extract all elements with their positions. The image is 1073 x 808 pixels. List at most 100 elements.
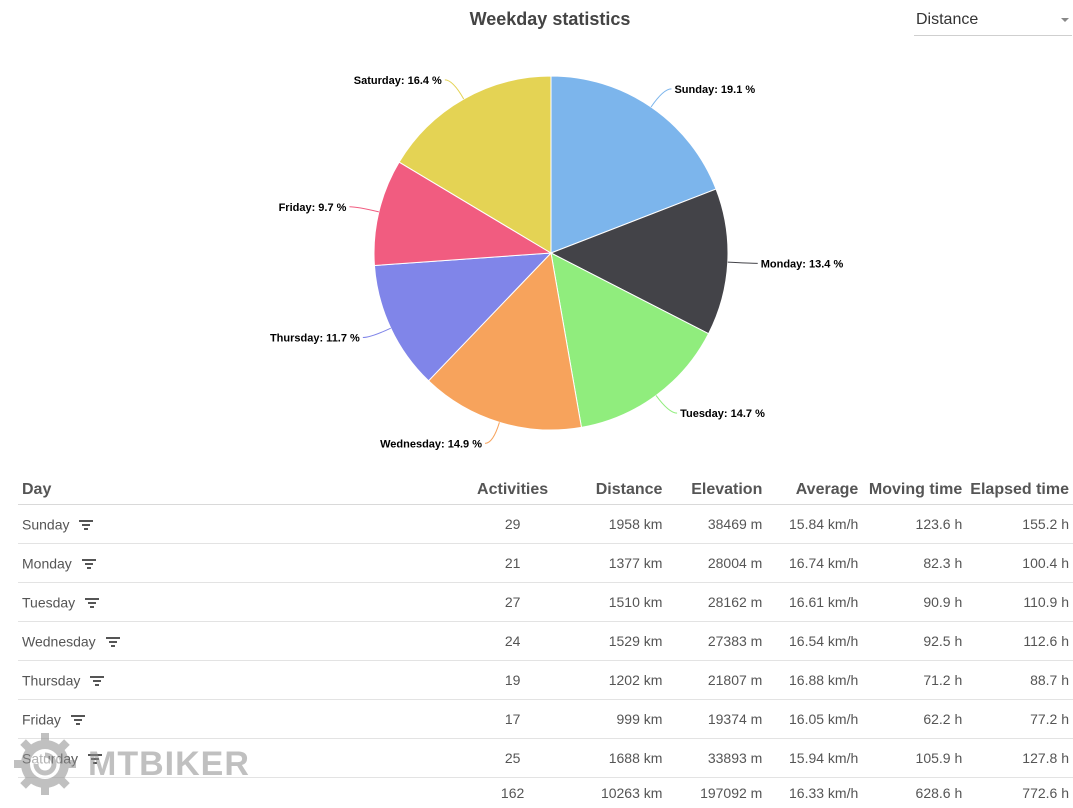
elapsed-time-cell: 100.4 h: [966, 544, 1073, 583]
elevation-cell: 27383 m: [666, 622, 766, 661]
weekday-pie-chart: Sunday: 19.1 % Monday: 13.4 % Tuesday: 14.…: [0, 0, 1073, 470]
average-cell: 16.88 km/h: [766, 661, 862, 700]
pie-connector-tuesday: [656, 395, 677, 413]
totals-elevation: 197092 m: [666, 778, 766, 808]
pie-label-friday: Friday: 9.7 %: [279, 202, 347, 214]
average-cell: 15.84 km/h: [766, 505, 862, 544]
pie-label-monday: Monday: 13.4 %: [761, 258, 844, 270]
average-cell: 16.61 km/h: [766, 583, 862, 622]
elevation-cell: 28004 m: [666, 544, 766, 583]
activities-cell: 29: [467, 505, 559, 544]
activities-cell: 25: [467, 739, 559, 778]
totals-elapsed-time: 772.6 h: [966, 778, 1073, 808]
header-moving-time[interactable]: Moving time: [862, 476, 966, 505]
table-header-row: Day Activities Distance Elevation Averag…: [18, 476, 1073, 505]
filter-icon[interactable]: [82, 558, 96, 570]
elapsed-time-cell: 127.8 h: [966, 739, 1073, 778]
day-label: Friday: [22, 712, 61, 728]
elapsed-time-cell: 77.2 h: [966, 700, 1073, 739]
day-cell: Thursday: [18, 661, 467, 700]
distance-cell: 1958 km: [559, 505, 667, 544]
day-label: Thursday: [22, 673, 80, 689]
distance-cell: 1688 km: [559, 739, 667, 778]
header-elevation[interactable]: Elevation: [666, 476, 766, 505]
totals-average: 16.33 km/h: [766, 778, 862, 808]
header-elapsed-time[interactable]: Elapsed time: [966, 476, 1073, 505]
pie-connector-friday: [349, 207, 378, 212]
moving-time-cell: 62.2 h: [862, 700, 966, 739]
day-cell: Monday: [18, 544, 467, 583]
elevation-cell: 19374 m: [666, 700, 766, 739]
distance-cell: 999 km: [559, 700, 667, 739]
header-activities[interactable]: Activities: [467, 476, 559, 505]
moving-time-cell: 123.6 h: [862, 505, 966, 544]
activities-cell: 17: [467, 700, 559, 739]
pie-label-tuesday: Tuesday: 14.7 %: [680, 408, 765, 420]
totals-moving-time: 628.6 h: [862, 778, 966, 808]
pie-connector-sunday: [651, 89, 671, 107]
totals-activities: 162: [467, 778, 559, 808]
day-label: Saturday: [22, 751, 78, 767]
activities-cell: 24: [467, 622, 559, 661]
filter-icon[interactable]: [71, 714, 85, 726]
distance-cell: 1510 km: [559, 583, 667, 622]
average-cell: 15.94 km/h: [766, 739, 862, 778]
activities-cell: 21: [467, 544, 559, 583]
elapsed-time-cell: 88.7 h: [966, 661, 1073, 700]
distance-cell: 1529 km: [559, 622, 667, 661]
table-totals-row: 162 10263 km 197092 m 16.33 km/h 628.6 h…: [18, 778, 1073, 808]
pie-connector-monday: [728, 262, 758, 263]
day-label: Monday: [22, 556, 72, 572]
average-cell: 16.05 km/h: [766, 700, 862, 739]
average-cell: 16.54 km/h: [766, 622, 862, 661]
distance-cell: 1202 km: [559, 661, 667, 700]
weekday-stats-table: Day Activities Distance Elevation Averag…: [18, 476, 1073, 808]
activities-cell: 27: [467, 583, 559, 622]
moving-time-cell: 82.3 h: [862, 544, 966, 583]
day-cell: Tuesday: [18, 583, 467, 622]
filter-icon[interactable]: [90, 675, 104, 687]
elevation-cell: 38469 m: [666, 505, 766, 544]
elevation-cell: 21807 m: [666, 661, 766, 700]
header-distance[interactable]: Distance: [559, 476, 667, 505]
header-day[interactable]: Day: [18, 476, 467, 505]
moving-time-cell: 92.5 h: [862, 622, 966, 661]
activities-cell: 19: [467, 661, 559, 700]
pie-label-wednesday: Wednesday: 14.9 %: [380, 438, 482, 450]
day-cell: Wednesday: [18, 622, 467, 661]
pie-label-saturday: Saturday: 16.4 %: [354, 75, 442, 87]
elevation-cell: 28162 m: [666, 583, 766, 622]
moving-time-cell: 71.2 h: [862, 661, 966, 700]
pie-connector-wednesday: [485, 422, 499, 443]
day-cell: Saturday: [18, 739, 467, 778]
header-average[interactable]: Average: [766, 476, 862, 505]
pie-connector-saturday: [445, 80, 464, 99]
totals-distance: 10263 km: [559, 778, 667, 808]
filter-icon[interactable]: [79, 519, 93, 531]
moving-time-cell: 90.9 h: [862, 583, 966, 622]
pie-label-sunday: Sunday: 19.1 %: [674, 84, 755, 96]
day-label: Sunday: [22, 517, 69, 533]
elapsed-time-cell: 110.9 h: [966, 583, 1073, 622]
elevation-cell: 33893 m: [666, 739, 766, 778]
day-cell: Sunday: [18, 505, 467, 544]
day-label: Wednesday: [22, 634, 96, 650]
average-cell: 16.74 km/h: [766, 544, 862, 583]
pie-connector-thursday: [363, 328, 391, 337]
day-cell: Friday: [18, 700, 467, 739]
moving-time-cell: 105.9 h: [862, 739, 966, 778]
totals-day-cell: [18, 778, 467, 808]
filter-icon[interactable]: [88, 753, 102, 765]
pie-label-thursday: Thursday: 11.7 %: [270, 333, 360, 345]
filter-icon[interactable]: [106, 636, 120, 648]
filter-icon[interactable]: [85, 597, 99, 609]
distance-cell: 1377 km: [559, 544, 667, 583]
elapsed-time-cell: 112.6 h: [966, 622, 1073, 661]
